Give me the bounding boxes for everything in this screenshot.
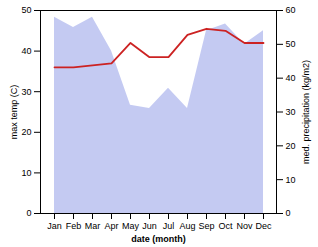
- svg-text:Feb: Feb: [66, 221, 82, 231]
- svg-text:max temp (C): max temp (C): [9, 85, 19, 140]
- svg-text:date (month): date (month): [131, 234, 186, 244]
- svg-text:Mar: Mar: [85, 221, 101, 231]
- svg-text:Oct: Oct: [218, 221, 233, 231]
- svg-text:Dec: Dec: [255, 221, 272, 231]
- svg-text:30: 30: [286, 107, 296, 117]
- svg-text:30: 30: [21, 87, 31, 97]
- svg-text:0: 0: [26, 208, 31, 218]
- svg-text:Aug: Aug: [179, 221, 195, 231]
- svg-text:Jun: Jun: [142, 221, 157, 231]
- svg-text:Apr: Apr: [104, 221, 118, 231]
- svg-text:40: 40: [21, 46, 31, 56]
- svg-text:20: 20: [21, 127, 31, 137]
- svg-text:Sep: Sep: [198, 221, 214, 231]
- svg-text:10: 10: [21, 168, 31, 178]
- svg-text:50: 50: [21, 5, 31, 15]
- svg-text:40: 40: [286, 73, 296, 83]
- svg-text:May: May: [122, 221, 140, 231]
- svg-text:50: 50: [286, 39, 296, 49]
- svg-text:Nov: Nov: [236, 221, 253, 231]
- svg-text:20: 20: [286, 141, 296, 151]
- svg-text:Jul: Jul: [163, 221, 175, 231]
- svg-text:0: 0: [286, 208, 291, 218]
- svg-text:60: 60: [286, 5, 296, 15]
- svg-text:10: 10: [286, 175, 296, 185]
- svg-text:Jan: Jan: [47, 221, 62, 231]
- svg-text:med. precipitation (kg/m2): med. precipitation (kg/m2): [301, 60, 311, 164]
